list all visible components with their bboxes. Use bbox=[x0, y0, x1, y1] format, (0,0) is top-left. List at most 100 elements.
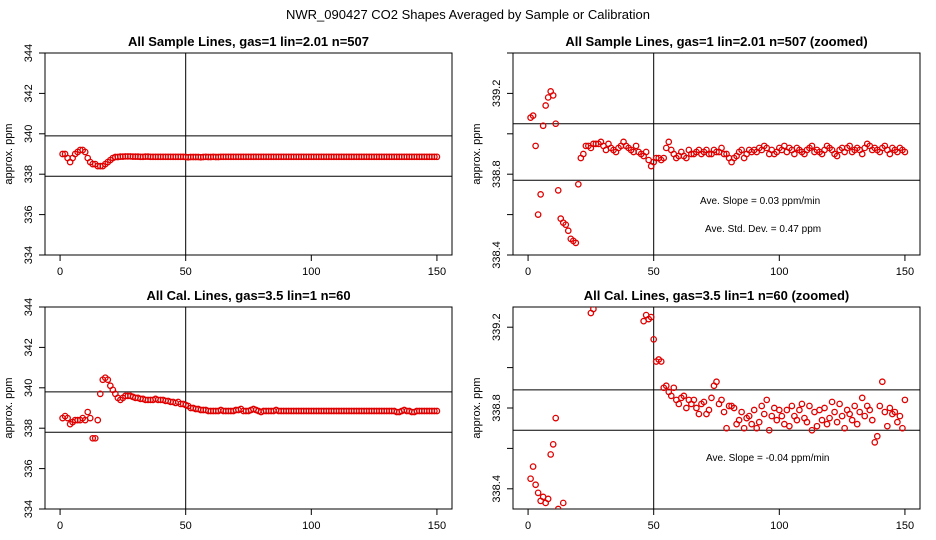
y-tick-label: 344 bbox=[23, 44, 35, 62]
figure-suptitle: NWR_090427 CO2 Shapes Averaged by Sample… bbox=[286, 7, 650, 22]
data-point bbox=[718, 144, 725, 152]
data-point bbox=[730, 404, 738, 412]
data-points bbox=[59, 146, 441, 170]
data-point bbox=[788, 402, 796, 410]
data-point bbox=[765, 426, 773, 434]
data-point bbox=[773, 416, 781, 424]
data-point bbox=[871, 438, 879, 446]
data-point bbox=[838, 412, 846, 420]
data-point bbox=[562, 221, 570, 229]
y-tick-label: 338.8 bbox=[491, 394, 503, 422]
data-point bbox=[527, 475, 534, 483]
data-point bbox=[647, 313, 655, 321]
data-point bbox=[683, 404, 690, 412]
x-tick-label: 50 bbox=[648, 266, 660, 278]
plot-frame bbox=[44, 52, 453, 256]
data-point bbox=[740, 424, 748, 432]
y-tick-label: 339.2 bbox=[491, 80, 503, 108]
data-point bbox=[851, 402, 859, 410]
y-tick-label: 340 bbox=[23, 125, 35, 143]
data-point bbox=[758, 402, 766, 410]
chart-panel-2: All Sample Lines, gas=1 lin=2.01 n=507 (… bbox=[471, 34, 921, 278]
data-point bbox=[91, 434, 99, 442]
data-point bbox=[791, 150, 798, 158]
data-point bbox=[683, 154, 690, 162]
y-tick-label: 334 bbox=[23, 500, 35, 518]
data-point bbox=[86, 414, 94, 422]
plot-frame bbox=[512, 52, 921, 256]
data-point bbox=[833, 152, 841, 160]
data-point bbox=[534, 211, 542, 218]
y-tick-label: 338 bbox=[23, 419, 35, 437]
data-point bbox=[775, 406, 783, 414]
data-point bbox=[680, 392, 688, 400]
y-tick-label: 344 bbox=[23, 298, 35, 316]
data-point bbox=[894, 418, 901, 426]
data-point bbox=[532, 481, 539, 489]
data-point bbox=[818, 416, 826, 424]
data-point bbox=[786, 422, 793, 430]
data-point bbox=[665, 138, 673, 146]
data-point bbox=[549, 441, 557, 448]
data-point bbox=[808, 142, 816, 150]
data-point bbox=[813, 422, 821, 430]
data-point bbox=[803, 418, 811, 426]
data-point bbox=[873, 432, 881, 440]
x-tick-label: 150 bbox=[896, 266, 914, 278]
chart-panel-4: All Cal. Lines, gas=3.5 lin=1 n=60 (zoom… bbox=[471, 288, 921, 532]
data-point bbox=[708, 394, 715, 402]
data-point bbox=[778, 412, 786, 420]
data-point bbox=[433, 407, 441, 415]
data-point bbox=[81, 148, 89, 156]
data-point bbox=[841, 424, 848, 432]
panel-title: All Sample Lines, gas=1 lin=2.01 n=507 bbox=[128, 34, 369, 49]
data-point bbox=[552, 414, 560, 422]
data-point bbox=[720, 408, 728, 416]
data-point bbox=[554, 505, 562, 509]
data-point bbox=[713, 148, 720, 156]
data-point bbox=[760, 410, 768, 418]
data-point bbox=[753, 424, 761, 432]
data-point bbox=[798, 400, 806, 408]
data-point bbox=[529, 112, 537, 119]
data-point bbox=[572, 239, 580, 247]
data-point bbox=[532, 142, 539, 150]
data-point bbox=[529, 463, 537, 470]
data-point bbox=[846, 142, 854, 150]
data-point bbox=[738, 146, 745, 154]
x-tick-label: 0 bbox=[525, 520, 531, 532]
chart-panel-1: All Sample Lines, gas=1 lin=2.01 n=507 0 5… bbox=[3, 34, 453, 278]
data-point bbox=[853, 420, 861, 428]
data-point bbox=[690, 396, 698, 404]
y-axis-label: approx. ppm bbox=[471, 377, 483, 438]
data-point bbox=[104, 376, 112, 384]
x-tick-label: 50 bbox=[648, 520, 660, 532]
data-point bbox=[667, 392, 675, 400]
y-tick-label: 334 bbox=[23, 246, 35, 264]
data-point bbox=[579, 150, 587, 158]
data-point bbox=[89, 434, 97, 442]
data-point bbox=[660, 154, 668, 162]
data-point bbox=[745, 412, 753, 420]
data-point bbox=[718, 396, 725, 404]
y-tick-label: 338 bbox=[23, 165, 35, 183]
x-tick-label: 100 bbox=[302, 266, 320, 278]
chart-panel-3: All Cal. Lines, gas=3.5 lin=1 n=60 0 50 100… bbox=[3, 288, 453, 532]
data-point bbox=[544, 495, 552, 503]
panel-title: All Sample Lines, gas=1 lin=2.01 n=507 (… bbox=[565, 34, 867, 49]
x-tick-label: 150 bbox=[896, 520, 914, 532]
data-point bbox=[84, 408, 92, 416]
x-tick-label: 150 bbox=[428, 266, 446, 278]
x-tick-label: 100 bbox=[770, 520, 788, 532]
panel-title: All Cal. Lines, gas=3.5 lin=1 n=60 (zoom… bbox=[584, 288, 850, 303]
data-point bbox=[831, 408, 838, 416]
data-point bbox=[539, 122, 547, 130]
data-point bbox=[713, 378, 720, 386]
data-point bbox=[537, 191, 544, 198]
data-point bbox=[901, 396, 909, 404]
data-point bbox=[723, 424, 730, 432]
annotation-text: Ave. Slope = -0.04 ppm/min bbox=[706, 453, 830, 464]
data-point bbox=[755, 418, 763, 426]
data-point bbox=[891, 408, 899, 416]
